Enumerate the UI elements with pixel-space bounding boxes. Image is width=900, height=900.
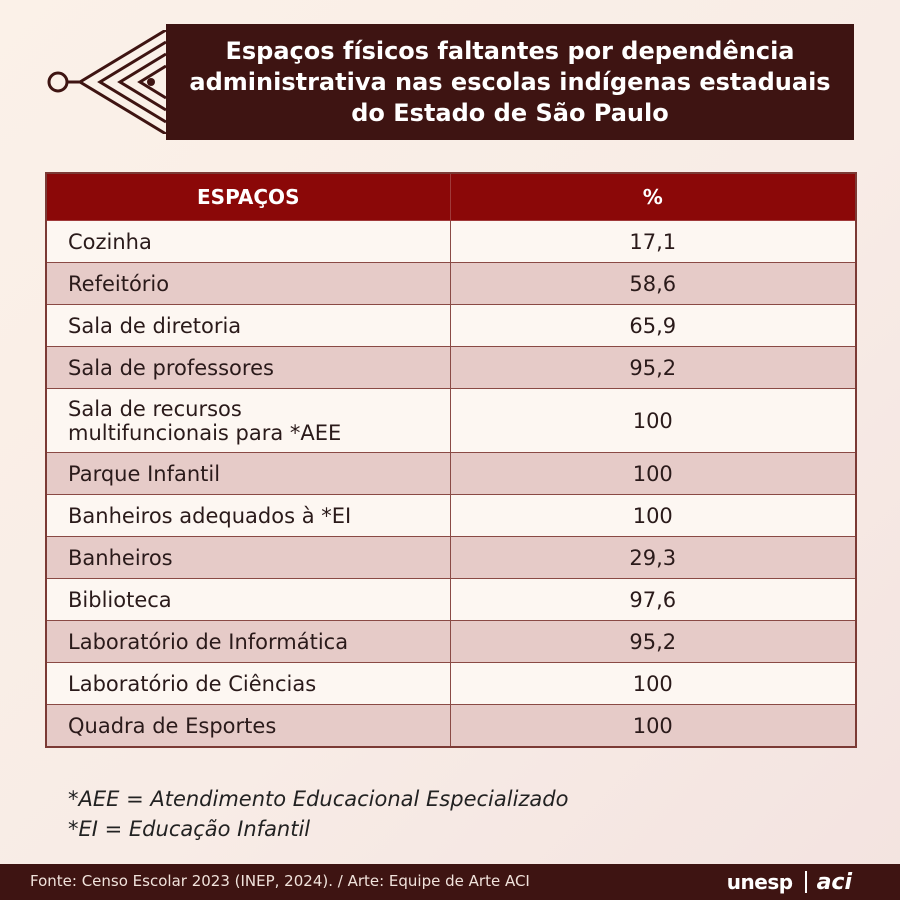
space-name-cell: Cozinha [45,220,451,263]
percent-value-cell: 100 [449,662,857,705]
table-row: Refeitório 58,6 [45,262,857,305]
space-name-cell: Sala de diretoria [45,304,451,347]
space-name-cell: Sala de professores [45,346,451,389]
table-row: Cozinha 17,1 [45,220,857,263]
table-body: Cozinha 17,1 Refeitório 58,6 Sala de diretor… [45,220,857,748]
footnote-aee: *AEE = Atendimento Educacional Especiali… [68,787,569,811]
unesp-logo: unesp [726,870,793,894]
space-name-cell: Quadra de Esportes [45,704,451,748]
percent-value-cell: 17,1 [449,220,857,263]
column-header-spaces: ESPAÇOS [45,172,451,221]
logos: unesp aci [727,867,852,897]
logo-divider [804,871,807,893]
table-row: Sala de recursos multifuncionais para *A… [45,388,857,453]
space-name-cell: Refeitório [45,262,451,305]
footer-bar: Fonte: Censo Escolar 2023 (INEP, 2024). … [0,864,900,900]
percent-value-cell: 29,3 [449,536,857,579]
column-header-percent: % [449,172,857,221]
data-table: ESPAÇOS % Cozinha 17,1 Refeitório 58,6 Sala … [45,172,857,748]
space-name-cell: Biblioteca [45,578,451,621]
source-credit: Fonte: Censo Escolar 2023 (INEP, 2024). … [30,872,530,890]
percent-value-cell: 97,6 [449,578,857,621]
footnote-ei: *EI = Educação Infantil [68,817,311,841]
table-row: Quadra de Esportes 100 [45,704,857,748]
percent-value-cell: 100 [449,388,857,453]
space-name-cell: Sala de recursos multifuncionais para *A… [45,388,451,453]
data-table-container: ESPAÇOS % Cozinha 17,1 Refeitório 58,6 Sala … [45,172,857,748]
footnotes: *AEE = Atendimento Educacional Especiali… [68,784,568,844]
table-row: Banheiros adequados à *EI 100 [45,494,857,537]
space-name-cell: Banheiros adequados à *EI [45,494,451,537]
table-row: Sala de diretoria 65,9 [45,304,857,347]
percent-value-cell: 65,9 [449,304,857,347]
space-name-cell: Laboratório de Ciências [45,662,451,705]
table-row: Banheiros 29,3 [45,536,857,579]
percent-value-cell: 58,6 [449,262,857,305]
table-header-row: ESPAÇOS % [45,172,857,221]
table-row: Biblioteca 97,6 [45,578,857,621]
percent-value-cell: 100 [449,452,857,495]
percent-value-cell: 100 [449,494,857,537]
space-name-cell: Laboratório de Informática [45,620,451,663]
table-row: Laboratório de Informática 95,2 [45,620,857,663]
space-name-cell: Parque Infantil [45,452,451,495]
space-name-cell: Banheiros [45,536,451,579]
ornament-icon [47,30,167,134]
title-banner: Espaços físicos faltantes por dependênci… [166,24,854,140]
percent-value-cell: 95,2 [449,346,857,389]
percent-value-cell: 100 [449,704,857,748]
table-row: Laboratório de Ciências 100 [45,662,857,705]
aci-logo: aci [816,869,852,895]
table-row: Parque Infantil 100 [45,452,857,495]
table-row: Sala de professores 95,2 [45,346,857,389]
page-title: Espaços físicos faltantes por dependênci… [189,36,831,127]
percent-value-cell: 95,2 [449,620,857,663]
